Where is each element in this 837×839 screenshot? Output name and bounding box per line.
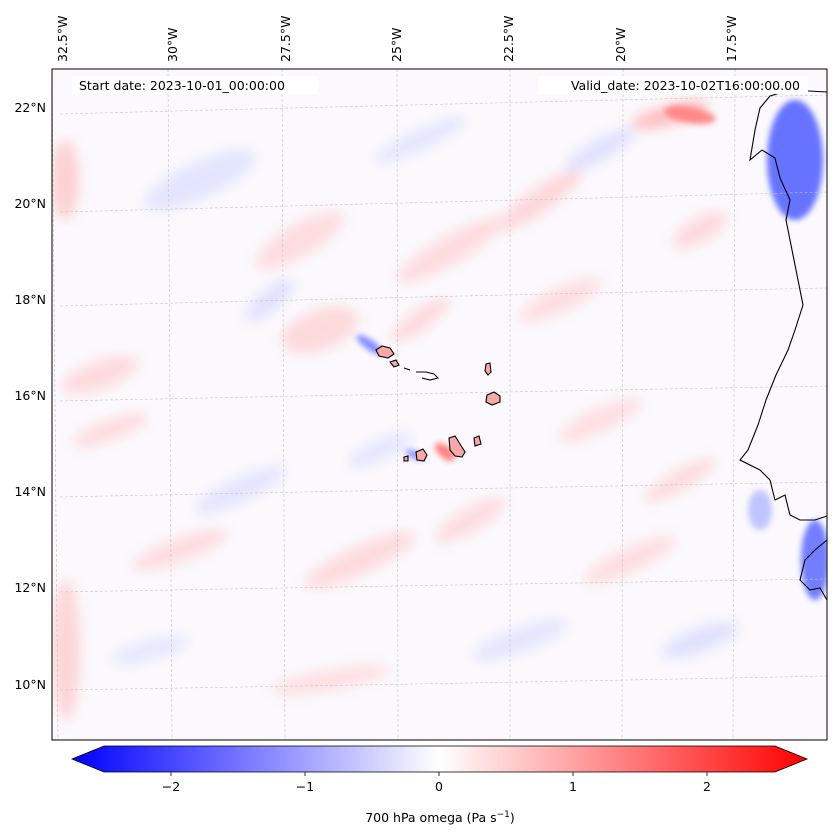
africa-coastline — [739, 89, 828, 521]
lat-tick-label: 10°N — [14, 677, 46, 692]
colorbar-bar — [70, 745, 809, 773]
island-fogo — [415, 448, 428, 462]
island-santo-antao — [375, 345, 395, 359]
lat-tick-label: 18°N — [14, 292, 46, 307]
colorbar-tick-label: 1 — [569, 779, 577, 794]
island-maio — [473, 435, 482, 447]
lon-tick-label: 32.5°W — [55, 16, 70, 62]
island-sao-vicente — [389, 359, 400, 368]
island-santiago — [448, 435, 466, 458]
lat-tick-label: 20°N — [14, 196, 46, 211]
island-sao-nicolau — [403, 367, 440, 381]
lon-tick-label: 27.5°W — [278, 16, 293, 62]
lon-tick-label: 22.5°W — [501, 16, 516, 62]
latitude-labels: 22°N 20°N 18°N 16°N 14°N 12°N 10°N — [14, 100, 46, 692]
lon-tick-label: 30°W — [165, 27, 180, 62]
lon-tick-label: 17.5°W — [724, 16, 739, 62]
island-boa-vista — [485, 391, 501, 406]
colorbar-tick-label: 2 — [703, 779, 711, 794]
colorbar: −2 −1 0 1 2 700 hPa omega (Pa s−1) — [70, 745, 809, 825]
colorbar-tick-label: −1 — [296, 779, 314, 794]
colorbar-ticks — [170, 772, 708, 776]
valid-date-box — [538, 76, 808, 94]
lat-tick-label: 14°N — [14, 484, 46, 499]
start-date-box — [72, 76, 318, 94]
africa-coastline-south — [799, 539, 828, 601]
lat-tick-label: 16°N — [14, 388, 46, 403]
longitude-labels: 32.5°W 30°W 27.5°W 25°W 22.5°W 20°W 17.5… — [55, 16, 739, 62]
lat-tick-label: 22°N — [14, 100, 46, 115]
valid-date-label: Valid_date: 2023-10-02T16:00:00.00 — [571, 78, 800, 93]
island-sal — [484, 362, 492, 376]
island-brava — [403, 455, 409, 462]
lon-tick-label: 20°W — [613, 27, 628, 62]
colorbar-label: 700 hPa omega (Pa s−1) — [365, 810, 515, 825]
omega-field — [52, 100, 827, 720]
map-panel: Start date: 2023-10-01_00:00:00 Valid_da… — [51, 68, 828, 741]
lon-tick-label: 25°W — [389, 27, 404, 62]
lat-tick-label: 12°N — [14, 580, 46, 595]
coastlines — [375, 89, 828, 601]
colorbar-tick-label: 0 — [435, 779, 443, 794]
start-date-label: Start date: 2023-10-01_00:00:00 — [79, 78, 285, 93]
gridlines — [52, 69, 827, 740]
colorbar-tick-label: −2 — [162, 779, 180, 794]
map-frame — [51, 68, 828, 741]
